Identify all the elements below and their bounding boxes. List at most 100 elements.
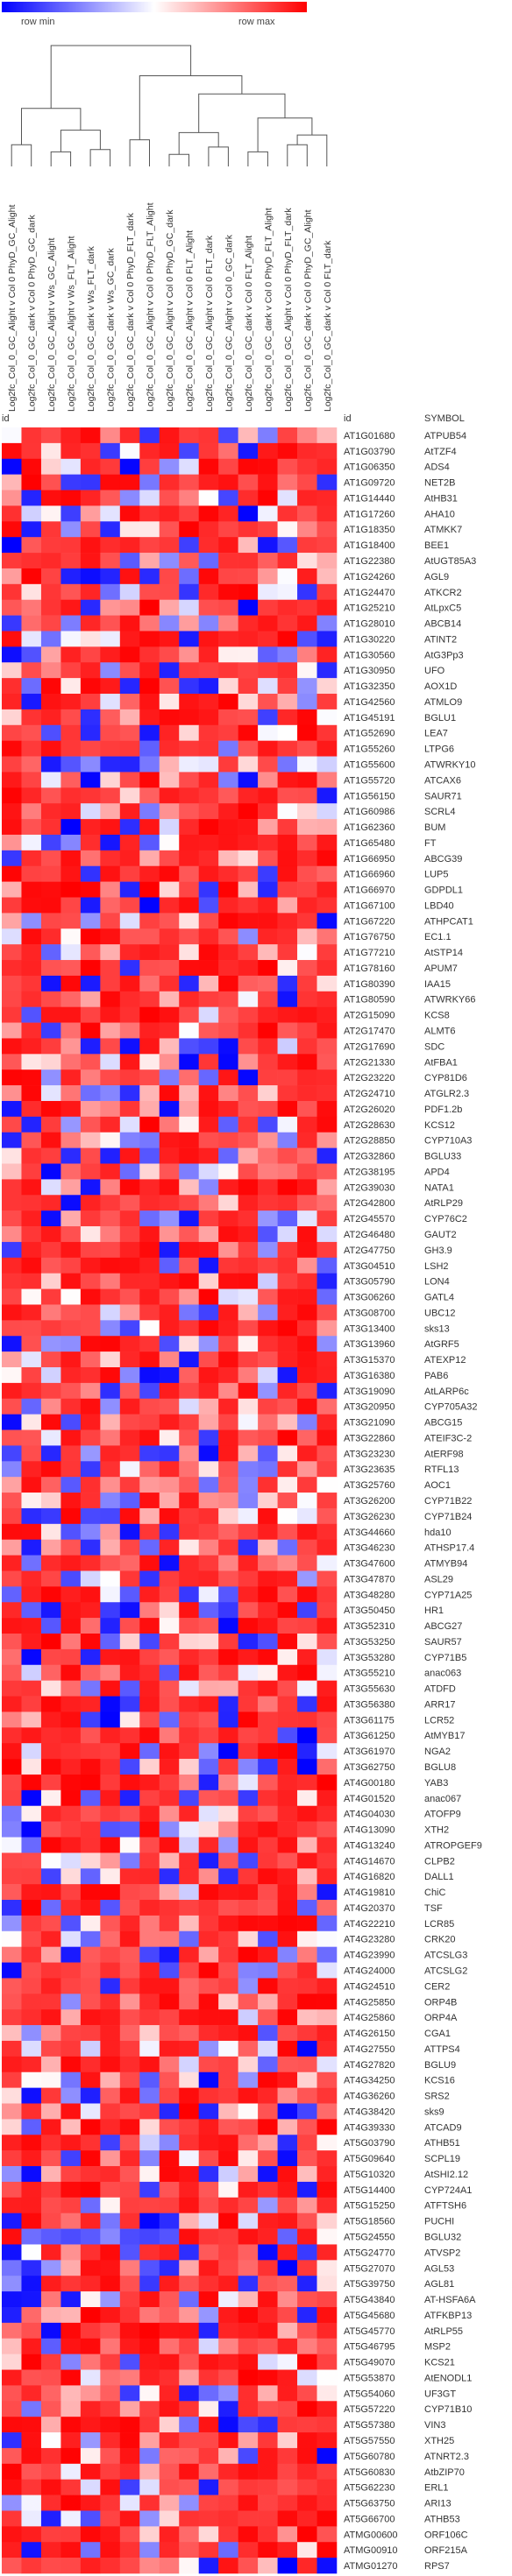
heatmap-cell <box>21 2056 42 2073</box>
column-label: Log2fc_Col_0_GC_dark v Col 0 PhyD_FLT_Al… <box>263 208 274 412</box>
heatmap-cell <box>60 1398 82 1415</box>
heatmap-cell <box>258 427 278 444</box>
column-labels: Log2fc_Col_0_GC_Alight v Col 0 PhyD_GC_A… <box>7 202 333 412</box>
row-symbol-label: AtG3Pp3 <box>424 650 464 660</box>
heatmap-cell <box>139 1006 160 1023</box>
column-label: Log2fc_Col_0_GC_dark v Col 0 PhyD_GC_dar… <box>27 215 38 412</box>
heatmap-cell <box>100 521 121 538</box>
heatmap-cell <box>277 2244 298 2261</box>
heatmap-cell <box>40 2322 61 2340</box>
heatmap-cell <box>21 1352 42 1368</box>
heatmap-cell <box>2 568 22 585</box>
heatmap-cell <box>316 1711 338 1728</box>
heatmap-cell <box>100 819 121 836</box>
heatmap-cell <box>2 1900 22 1916</box>
heatmap-cell <box>218 1147 238 1164</box>
heatmap-cell <box>100 1774 121 1791</box>
heatmap-cell <box>258 2025 278 2042</box>
row-symbol-label: HR1 <box>424 1606 444 1616</box>
heatmap-cell <box>159 615 180 632</box>
heatmap-cell <box>139 1915 160 1932</box>
heatmap-cell <box>119 599 140 616</box>
heatmap-cell <box>198 1022 219 1039</box>
heatmap-cell <box>100 2291 121 2308</box>
heatmap-cell <box>179 1946 200 1963</box>
heatmap-cell <box>21 568 42 585</box>
heatmap-cell <box>119 1366 140 1384</box>
heatmap-cell <box>100 1085 121 1102</box>
heatmap-cell <box>21 631 42 647</box>
heatmap-cell <box>238 881 259 898</box>
heatmap-cell <box>258 2369 278 2386</box>
heatmap-cell <box>139 1696 160 1712</box>
heatmap-cell <box>258 1680 278 1697</box>
heatmap-cell <box>100 1226 121 1243</box>
heatmap-cell <box>139 2510 160 2527</box>
heatmap-cell <box>297 1493 317 1509</box>
heatmap-cell <box>2 2322 22 2340</box>
heatmap-cell <box>198 1507 219 1525</box>
heatmap-cell <box>218 490 238 506</box>
heatmap-cell <box>119 724 140 741</box>
heatmap-cell <box>100 865 121 882</box>
heatmap-cell <box>80 2135 101 2151</box>
heatmap-cell <box>297 1116 317 1133</box>
heatmap-cell <box>139 2244 160 2261</box>
heatmap-cell <box>139 1100 160 1118</box>
heatmap-cell <box>316 2432 338 2449</box>
heatmap-cell <box>40 694 61 710</box>
heatmap-cell <box>80 2291 101 2308</box>
heatmap-cell <box>100 2040 121 2057</box>
heatmap-cell <box>100 2197 121 2213</box>
row-symbol-label: ABCB14 <box>424 619 461 630</box>
heatmap-cell <box>139 2103 160 2120</box>
heatmap-cell <box>159 1085 180 1102</box>
heatmap-cell <box>119 1507 140 1525</box>
heatmap-cell <box>258 2542 278 2558</box>
heatmap-cell <box>159 1210 180 1227</box>
heatmap-cell <box>139 2009 160 2026</box>
heatmap-cell <box>218 1900 238 1916</box>
heatmap-cell <box>297 1352 317 1368</box>
heatmap-cell <box>277 991 298 1007</box>
heatmap-cell <box>297 2306 317 2324</box>
heatmap-cell <box>297 505 317 522</box>
row-symbol-label: ATEXP12 <box>424 1355 466 1366</box>
heatmap-cell <box>21 1132 42 1148</box>
heatmap-cell <box>297 2354 317 2370</box>
heatmap-cell <box>40 1163 61 1180</box>
heatmap-cell <box>80 1837 101 1853</box>
heatmap-cell <box>119 1445 140 1462</box>
heatmap-cell <box>316 1429 338 1446</box>
row-symbol-label: CGA1 <box>424 2029 451 2039</box>
heatmap-cell <box>258 1414 278 1430</box>
heatmap-cell <box>258 1868 278 1885</box>
heatmap-cell <box>238 1257 259 1274</box>
heatmap-cell <box>2 913 22 929</box>
heatmap-cell <box>238 2432 259 2449</box>
heatmap-cell <box>2 819 22 836</box>
heatmap-cell <box>60 1602 82 1619</box>
heatmap-cell <box>297 2150 317 2167</box>
heatmap-cell <box>159 694 180 710</box>
row-id-label: AT1G03790 <box>344 447 395 457</box>
heatmap-cell <box>179 1586 200 1603</box>
heatmap-cell <box>258 2417 278 2433</box>
heatmap-cell <box>21 1789 42 1807</box>
heatmap-cell <box>139 427 160 444</box>
heatmap-cell <box>316 1618 338 1634</box>
heatmap-cell <box>2 1805 22 1822</box>
heatmap-cell <box>100 2071 121 2088</box>
heatmap-cell <box>179 2244 200 2261</box>
heatmap-cell <box>2 1226 22 1243</box>
heatmap-cell <box>297 2244 317 2261</box>
heatmap-cell <box>119 631 140 647</box>
heatmap-cell <box>2 787 22 804</box>
heatmap-cell <box>179 2338 200 2354</box>
heatmap-cell <box>159 1116 180 1133</box>
heatmap-cell <box>218 2103 238 2120</box>
heatmap-cell <box>80 1147 101 1164</box>
heatmap-cell <box>2 803 22 820</box>
heatmap-cell <box>297 1759 317 1775</box>
heatmap-cell <box>198 1336 219 1352</box>
